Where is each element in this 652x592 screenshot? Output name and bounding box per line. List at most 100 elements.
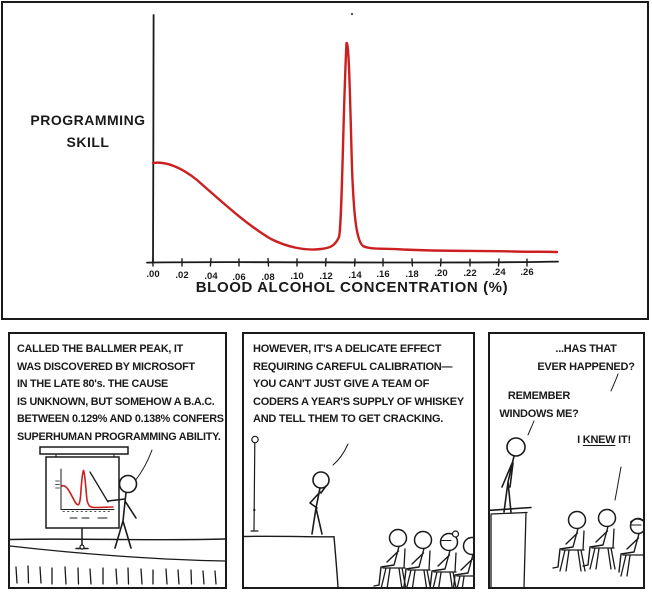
caption-line: EVER HAPPENED? (537, 360, 635, 373)
podium (490, 506, 532, 587)
mini-chart-axes (60, 468, 115, 510)
tick-label: .02 (175, 270, 188, 281)
podium-body (490, 511, 528, 587)
stray-ink-dot (350, 12, 354, 16)
caption-line: WAS DISCOVERED BY MICROSOFT (17, 360, 195, 373)
microphone-icon (251, 435, 259, 444)
caption-line: WINDOWS ME? (499, 407, 579, 420)
caption-line: HOWEVER, IT'S A DELICATE EFFECT (253, 343, 442, 355)
caption-line: REMEMBER (507, 390, 571, 402)
tick-label: .04 (204, 271, 218, 282)
caption-line: AND TELL THEM TO GET CRACKING. (253, 413, 444, 425)
mini-ylabel-scribble (55, 480, 60, 489)
caption-line: IS UNKNOWN, BUT SOMEHOW A B.A.C. (17, 395, 215, 408)
screen-stand-foot (79, 544, 85, 550)
comic-panel-2: HOWEVER, IT'S A DELICATE EFFECT REQUIRIN… (242, 332, 475, 589)
speaker-body (309, 485, 327, 535)
audience-exclaim: I KNEW IT! (568, 432, 640, 450)
stage-skirt-hatch (15, 565, 217, 585)
chair (380, 548, 407, 587)
speaker-figure (501, 437, 526, 513)
tick-label: .10 (290, 271, 303, 282)
y-axis-label: PROGRAMMING SKILL (30, 112, 146, 150)
audience-member-with-glasses (618, 517, 643, 577)
audience-question: ...HAS THAT EVER HAPPENED? (532, 341, 640, 376)
x-axis-ticks (152, 257, 528, 267)
exclaim-post: IT! (615, 434, 631, 446)
caption-line: ...HAS THAT (555, 343, 617, 355)
stage-edge (10, 538, 225, 541)
x-axis-label: BLOOD ALCOHOL CONCENTRATION (%) (195, 279, 509, 296)
caption-line: YOU CAN'T JUST GIVE A TEAM OF (253, 378, 430, 390)
caption-line: SUPERHUMAN PROGRAMMING ABILITY. (17, 430, 221, 443)
audience-member (582, 508, 617, 570)
chart-axes (146, 12, 559, 267)
tick-label: .06 (232, 272, 245, 283)
ballmer-peak-chart: .00 .02 .04 .06 .08 .10 .12 .14 .16 .18 … (146, 12, 559, 283)
mic-stand (250, 435, 259, 532)
pointer-stick (89, 471, 109, 503)
caption-line: IN THE LATE 80's. THE CAUSE (17, 378, 168, 390)
tick-label: .12 (319, 271, 332, 282)
audience-member-with-bun (429, 530, 460, 587)
stage-front-edge (333, 536, 339, 587)
stage (244, 535, 339, 587)
panel2-drawing (244, 435, 473, 587)
panel3-drawing (490, 373, 643, 587)
stage-edge (244, 535, 335, 538)
caption-line: BETWEEN 0.129% AND 0.138% CONFERS (17, 413, 224, 425)
projection-screen (39, 446, 129, 550)
chair (559, 530, 586, 572)
speech-line (614, 466, 622, 501)
tick-label: .18 (405, 269, 418, 280)
stage (10, 538, 225, 585)
speech-line (527, 420, 535, 436)
stage-apron-curve (10, 545, 225, 562)
exclaim-underlined-word: KNEW (582, 434, 616, 446)
audience-member-partial (452, 536, 473, 587)
presenter-body (107, 491, 137, 549)
speech-line (134, 449, 153, 482)
tick-label: .24 (492, 267, 506, 278)
x-tick-labels: .00 .02 .04 .06 .08 .10 .12 .14 .16 .18 … (146, 267, 533, 283)
cap-icon (629, 518, 643, 523)
exclaim-pre: I (577, 434, 583, 446)
speaker-figure (309, 471, 330, 535)
tick-label: .26 (520, 267, 533, 278)
mini-skill-curve (61, 469, 114, 509)
audience-member (400, 530, 433, 587)
comic-panel-3: ...HAS THAT EVER HAPPENED? REMEMBER WIND… (488, 332, 645, 589)
panel1-caption: CALLED THE BALLMER PEAK, IT WAS DISCOVER… (17, 341, 224, 446)
chart-panel: .00 .02 .04 .06 .08 .10 .12 .14 .16 .18 … (1, 1, 649, 320)
panel2-caption: HOWEVER, IT'S A DELICATE EFFECT REQUIRIN… (253, 341, 464, 429)
presenter-head (118, 474, 138, 494)
chair (589, 528, 616, 570)
audience (552, 508, 643, 577)
audience-member (373, 528, 408, 587)
tick-label: .20 (434, 268, 447, 279)
speaker-body (501, 455, 515, 513)
mic-pole (250, 442, 259, 532)
x-axis (146, 260, 559, 264)
caption-line: REQUIRING CAREFUL CALIBRATION— (253, 360, 453, 373)
chair (432, 552, 457, 587)
mic-clamp (253, 508, 256, 512)
speech-line (610, 373, 619, 392)
y-axis (152, 14, 155, 263)
tick-label: .22 (463, 268, 476, 279)
caption-line: CALLED THE BALLMER PEAK, IT (17, 343, 183, 355)
speaker-head (312, 471, 330, 489)
speech-line (332, 443, 349, 466)
presenter-figure (89, 471, 138, 549)
chair (456, 575, 473, 587)
hair-bun (451, 530, 460, 538)
audience-member (552, 510, 587, 572)
tick-label: .08 (261, 272, 274, 283)
caption-line: CODERS A YEAR'S SUPPLY OF WHISKEY (253, 395, 464, 408)
tick-label: .16 (376, 269, 389, 280)
comic-panel-1: CALLED THE BALLMER PEAK, IT WAS DISCOVER… (8, 332, 227, 589)
tick-label: .00 (146, 269, 159, 280)
chair (406, 550, 431, 587)
speaker-reply: REMEMBER WINDOWS ME? (494, 388, 584, 423)
